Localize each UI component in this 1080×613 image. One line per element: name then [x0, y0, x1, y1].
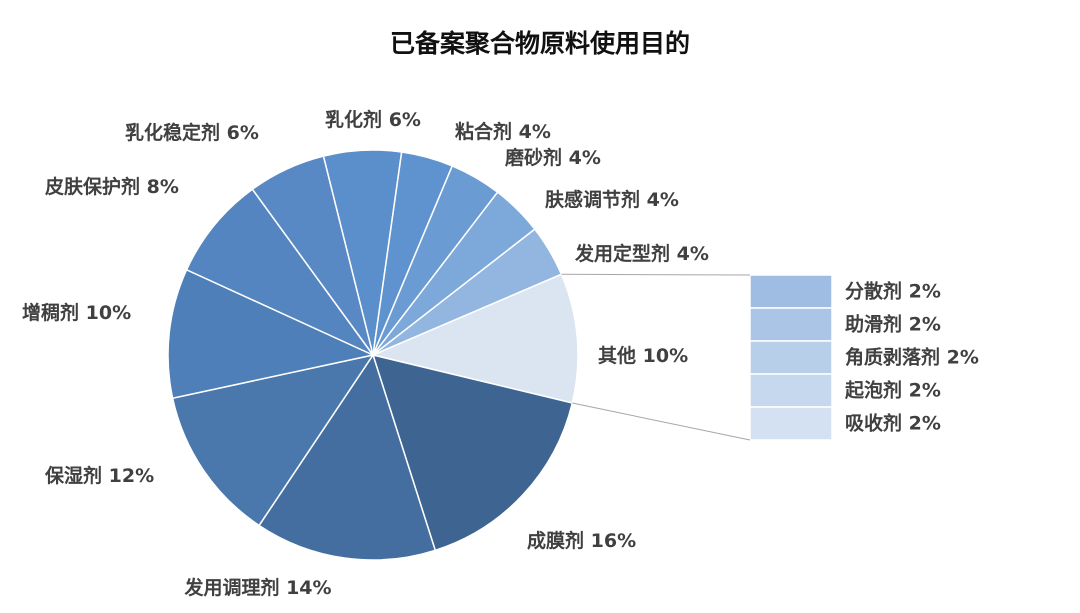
bar-segment	[749, 274, 833, 309]
slice-label: 成膜剂 16%	[527, 529, 636, 552]
connector	[572, 402, 751, 441]
pie-slice	[258, 353, 437, 561]
slice-value: 8%	[147, 176, 179, 198]
pie-slice	[167, 268, 376, 400]
slice-label: 发用定型剂 4%	[574, 242, 709, 265]
slice-label: 保湿剂 12%	[44, 464, 154, 487]
bar-segment	[749, 307, 833, 342]
bar-value: 2%	[909, 280, 941, 302]
bar-segment	[749, 373, 833, 408]
slice-label: 粘合剂 4%	[455, 120, 551, 143]
slice-label: 增稠剂 10%	[22, 301, 131, 324]
bar-name: 角质剥落剂	[845, 345, 940, 368]
slice-name: 保湿剂	[44, 464, 102, 487]
slice-name: 磨砂剂	[504, 146, 562, 169]
slice-name: 肤感调节剂	[545, 188, 640, 211]
slice-value: 10%	[643, 345, 688, 367]
slice-name: 乳化稳定剂	[125, 121, 220, 144]
chart-title: 已备案聚合物原料使用目的	[390, 29, 690, 58]
slice-value: 4%	[647, 189, 679, 211]
bar-label: 起泡剂 2%	[844, 378, 941, 401]
slice-value: 6%	[389, 109, 421, 131]
slice-label: 乳化剂 6%	[325, 108, 421, 131]
slice-value: 4%	[569, 147, 601, 169]
slice-label: 其他 10%	[598, 344, 688, 367]
slice-value: 6%	[227, 122, 259, 144]
slice-name: 其他	[598, 344, 636, 367]
bar-label: 角质剥落剂 2%	[845, 345, 979, 368]
bar-label: 吸收剂 2%	[845, 411, 941, 434]
slice-value: 12%	[109, 465, 154, 487]
pie-slice	[370, 273, 579, 404]
bar-segment	[749, 340, 833, 375]
pie-slice	[371, 353, 574, 552]
bar-name: 起泡剂	[844, 378, 902, 401]
pie-slice	[251, 155, 374, 356]
slice-label: 肤感调节剂 4%	[545, 188, 679, 211]
slice-name: 发用调理剂	[183, 576, 279, 599]
pie-slice	[185, 188, 376, 357]
slice-value: 4%	[677, 243, 709, 265]
bar-value: 2%	[909, 412, 941, 434]
bar-value: 2%	[909, 379, 941, 401]
connector	[561, 273, 751, 276]
slice-label: 皮肤保护剂 8%	[45, 175, 179, 198]
slice-name: 发用定型剂	[574, 242, 670, 265]
slice-value: 10%	[86, 302, 131, 324]
bar-segment	[749, 406, 833, 441]
bar-name: 助滑剂	[845, 312, 902, 335]
slice-label: 乳化稳定剂 6%	[125, 121, 259, 144]
bar-value: 2%	[909, 313, 941, 335]
slice-label: 发用调理剂 14%	[183, 576, 331, 599]
slice-value: 14%	[286, 577, 331, 599]
bar-value: 2%	[947, 346, 979, 368]
slice-name: 粘合剂	[455, 120, 512, 143]
bar-name: 吸收剂	[845, 411, 902, 434]
bar-label: 助滑剂 2%	[845, 312, 941, 335]
bar-name: 分散剂	[845, 279, 902, 302]
slice-value: 16%	[591, 530, 636, 552]
pie-slice	[171, 353, 375, 527]
slice-value: 4%	[519, 121, 551, 143]
bar-label: 分散剂 2%	[845, 279, 941, 302]
slice-name: 乳化剂	[325, 108, 382, 131]
slice-name: 皮肤保护剂	[45, 175, 140, 198]
slice-name: 成膜剂	[527, 529, 584, 552]
slice-name: 增稠剂	[22, 301, 79, 324]
slice-label: 磨砂剂 4%	[504, 146, 601, 169]
